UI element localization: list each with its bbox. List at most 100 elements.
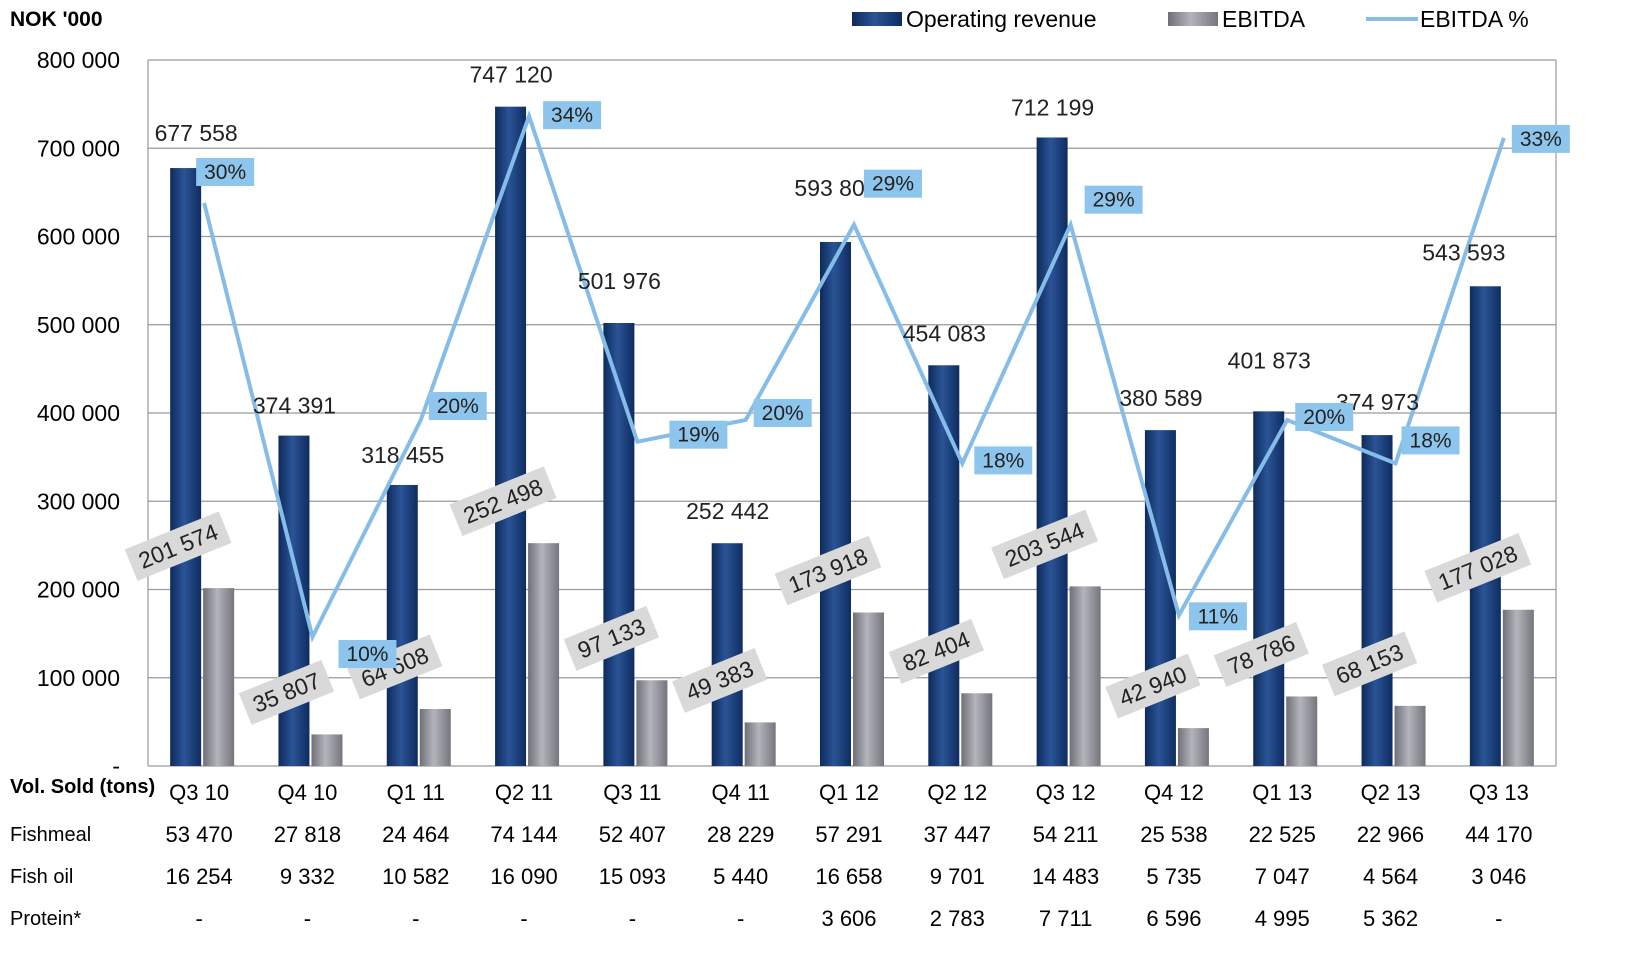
- pct-label-bg: [338, 640, 397, 668]
- table-cell: 16 254: [165, 864, 233, 889]
- table-cell: 6 596: [1146, 906, 1202, 931]
- bar-operating-revenue: [386, 484, 418, 766]
- table-cell: 22 525: [1248, 822, 1316, 847]
- pct-label-bg: [1295, 403, 1354, 431]
- ebitda-pct-line: [202, 110, 1506, 643]
- pct-label-text: 30%: [204, 161, 246, 184]
- y-tick-label: 800 000: [37, 47, 120, 73]
- table-cell: 54 211: [1032, 822, 1099, 847]
- revenue-data-label: 501 976: [578, 268, 661, 294]
- revenue-data-label: 380 589: [1119, 385, 1202, 411]
- table-cell: 53 470: [165, 822, 233, 847]
- table-cell: 28 229: [707, 822, 775, 847]
- table-cell: -: [1495, 906, 1503, 931]
- unit-label: NOK '000: [10, 8, 103, 31]
- ebitda-pct-label: 30%: [196, 158, 255, 186]
- ebitda-pct-label: 18%: [1401, 426, 1460, 455]
- y-axis: - 100 000 200 000 300 000 400 000 500 000 600 …: [37, 47, 1557, 779]
- y-tick-label: 300 000: [37, 488, 120, 514]
- y-tick-label: -: [112, 753, 120, 779]
- legend-item: EBITDA: [1168, 6, 1306, 32]
- legend: Operating revenue EBITDA EBITDA %: [852, 6, 1529, 32]
- revenue-data-label: 747 120: [470, 62, 553, 88]
- table-cell: 25 538: [1140, 822, 1208, 847]
- legend-label: Operating revenue: [906, 6, 1097, 32]
- bar-operating-revenue: [820, 241, 851, 767]
- ebitda-pct-label: 20%: [753, 399, 812, 427]
- table-cell: -: [195, 906, 203, 931]
- pct-label-text: 18%: [982, 449, 1024, 472]
- bar-ebitda: [1394, 705, 1426, 766]
- pct-label-text: 19%: [677, 424, 719, 447]
- y-tick-label: 600 000: [37, 224, 120, 250]
- pct-label-bg: [428, 392, 487, 420]
- table-cell: 44 170: [1465, 822, 1533, 847]
- table-cell: 24 464: [382, 822, 450, 847]
- x-tick-label: Q3 13: [1469, 780, 1529, 805]
- ebitda-label-bg: [124, 511, 232, 581]
- bars: [170, 106, 1534, 767]
- table-cell: 10 582: [382, 864, 450, 889]
- pct-label-text: 20%: [1303, 406, 1345, 429]
- x-tick-label: Q1 12: [819, 780, 879, 805]
- x-tick-label: Q2 13: [1361, 780, 1421, 805]
- table-cell: 2 783: [929, 906, 985, 931]
- table-cell: 14 483: [1031, 864, 1100, 889]
- pct-label-bg: [543, 101, 602, 130]
- bar-ebitda: [1177, 728, 1209, 766]
- table-header-label: Vol. Sold (tons): [10, 776, 156, 798]
- x-tick-label: Q3 12: [1036, 780, 1096, 805]
- ebitda-label-bg: [563, 605, 660, 671]
- legend-swatch: [1168, 12, 1218, 26]
- table-cell: 4 564: [1363, 864, 1419, 889]
- pct-label-bg: [1401, 426, 1460, 455]
- pct-label-bg: [974, 446, 1033, 475]
- bar-operating-revenue: [1144, 430, 1176, 766]
- legend-item: Operating revenue: [852, 6, 1097, 32]
- table-cell: 3 606: [821, 906, 877, 931]
- pct-label-text: 29%: [1093, 189, 1135, 212]
- revenue-data-label: 543 593: [1422, 239, 1505, 265]
- y-tick-label: 700 000: [37, 135, 120, 161]
- ebitda-pct-polyline: [202, 110, 1506, 643]
- bar-operating-revenue: [170, 168, 202, 767]
- pct-label-bg: [196, 158, 255, 186]
- pct-label-text: 20%: [437, 395, 479, 418]
- legend-item: EBITDA %: [1366, 6, 1529, 32]
- table-cell: -: [412, 906, 420, 931]
- ebitda-pct-label: 29%: [864, 169, 922, 198]
- ebitda-label-bg: [991, 509, 1099, 580]
- pct-label-bg: [1188, 602, 1247, 631]
- bar-ebitda: [853, 612, 884, 766]
- bar-operating-revenue: [1361, 435, 1393, 766]
- pct-label-text: 10%: [346, 643, 388, 666]
- table-cell: 16 658: [815, 864, 883, 889]
- bar-ebitda: [419, 708, 451, 766]
- ebitda-pct-label: 20%: [428, 392, 487, 420]
- ebitda-pct-label: 19%: [669, 420, 728, 449]
- ebitda-pct-label: 10%: [338, 640, 397, 668]
- revenue-data-label: 454 083: [903, 320, 986, 346]
- pct-label-bg: [669, 420, 728, 449]
- table-cell: -: [737, 906, 745, 931]
- table-row-label: Fish oil: [10, 866, 74, 888]
- ebitda-label-bg: [1213, 622, 1309, 687]
- x-tick-label: Q2 12: [927, 780, 987, 805]
- ebitda-pct-label: 20%: [1295, 403, 1354, 431]
- table-cell: 3 046: [1471, 864, 1527, 889]
- table-cell: 16 090: [490, 864, 558, 889]
- table-cell: 7 711: [1038, 906, 1093, 931]
- table-cell: -: [520, 906, 528, 931]
- bar-operating-revenue: [711, 543, 743, 766]
- bar-ebitda: [311, 734, 343, 766]
- revenue-data-label: 401 873: [1228, 347, 1311, 373]
- ebitda-label-bg: [1105, 653, 1201, 719]
- table-cell: 5 735: [1146, 864, 1202, 889]
- table-cell: -: [303, 906, 312, 931]
- table-cell: -: [628, 906, 637, 931]
- pct-label-bg: [864, 169, 922, 198]
- pct-label-text: 34%: [551, 104, 593, 127]
- bar-operating-revenue: [603, 323, 635, 766]
- ebitda-pct-label: 33%: [1511, 124, 1570, 153]
- ebitda-data-label: 97 133: [563, 605, 660, 671]
